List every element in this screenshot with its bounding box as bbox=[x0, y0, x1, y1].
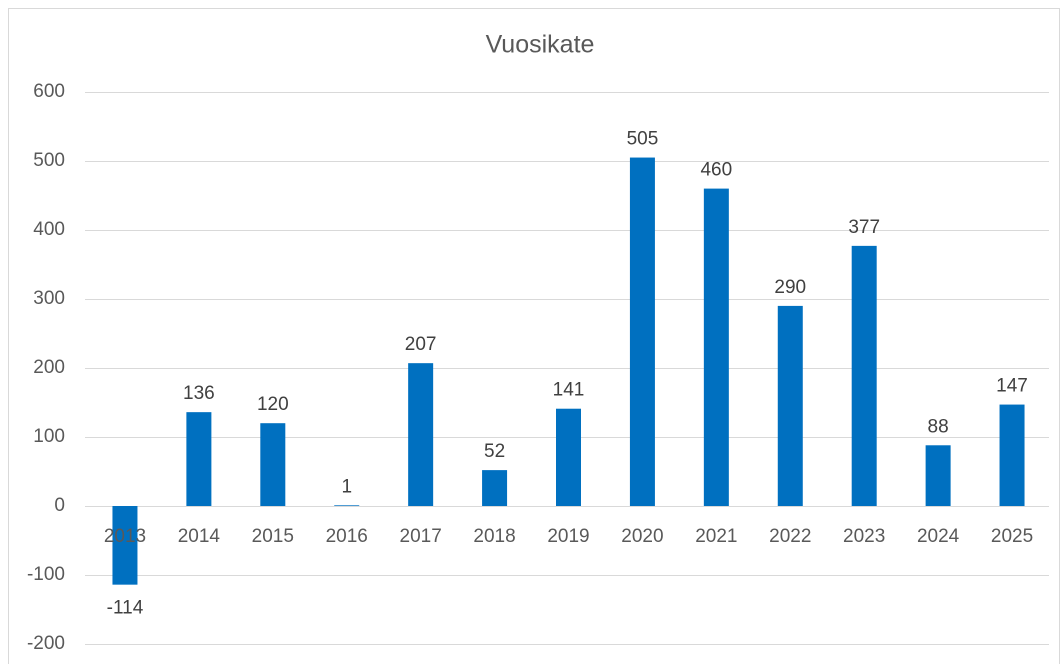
data-label: 52 bbox=[484, 441, 505, 462]
y-tick-label: 400 bbox=[33, 219, 65, 240]
chart-title: Vuosikate bbox=[486, 31, 595, 59]
bar bbox=[260, 423, 286, 506]
data-label: 136 bbox=[183, 383, 215, 404]
data-label: 505 bbox=[627, 129, 659, 150]
bar bbox=[186, 412, 212, 506]
bar bbox=[112, 506, 138, 585]
data-label: 141 bbox=[553, 380, 585, 401]
y-tick-label: 300 bbox=[33, 288, 65, 309]
bar bbox=[851, 245, 877, 506]
bar bbox=[925, 445, 951, 506]
bar bbox=[629, 157, 655, 507]
x-tick-label: 2024 bbox=[917, 526, 960, 547]
data-label: 207 bbox=[405, 334, 437, 355]
x-tick-label: 2015 bbox=[252, 526, 294, 547]
data-label: 88 bbox=[928, 416, 949, 437]
x-tick-label: 2016 bbox=[326, 526, 368, 547]
x-tick-label: 2013 bbox=[104, 526, 146, 547]
bar bbox=[777, 305, 803, 506]
x-tick-label: 2020 bbox=[621, 526, 663, 547]
y-tick-label: 600 bbox=[33, 81, 65, 102]
bar bbox=[482, 470, 508, 506]
chart-border bbox=[8, 8, 1060, 664]
bar bbox=[408, 363, 434, 506]
data-label: 377 bbox=[848, 217, 880, 238]
bar bbox=[999, 404, 1025, 506]
x-tick-label: 2023 bbox=[843, 526, 885, 547]
data-label: 460 bbox=[700, 160, 732, 181]
x-tick-label: 2025 bbox=[991, 526, 1033, 547]
bar bbox=[703, 188, 729, 506]
y-tick-label: -200 bbox=[27, 633, 65, 654]
x-tick-label: 2014 bbox=[178, 526, 221, 547]
bar bbox=[556, 408, 581, 506]
x-tick-label: 2022 bbox=[769, 526, 811, 547]
x-tick-label: 2018 bbox=[473, 526, 515, 547]
y-tick-label: -100 bbox=[27, 564, 65, 585]
data-label: 120 bbox=[257, 394, 289, 415]
data-label: 290 bbox=[774, 277, 806, 298]
data-label: -114 bbox=[107, 598, 144, 619]
y-tick-label: 100 bbox=[33, 426, 65, 447]
y-tick-label: 200 bbox=[33, 357, 65, 378]
y-tick-label: 0 bbox=[54, 495, 65, 516]
data-label: 147 bbox=[996, 376, 1028, 397]
x-tick-label: 2017 bbox=[400, 526, 442, 547]
bar bbox=[334, 505, 360, 506]
y-tick-label: 500 bbox=[33, 150, 65, 171]
x-tick-label: 2019 bbox=[547, 526, 589, 547]
data-label: 1 bbox=[341, 476, 352, 497]
x-tick-label: 2021 bbox=[695, 526, 737, 547]
